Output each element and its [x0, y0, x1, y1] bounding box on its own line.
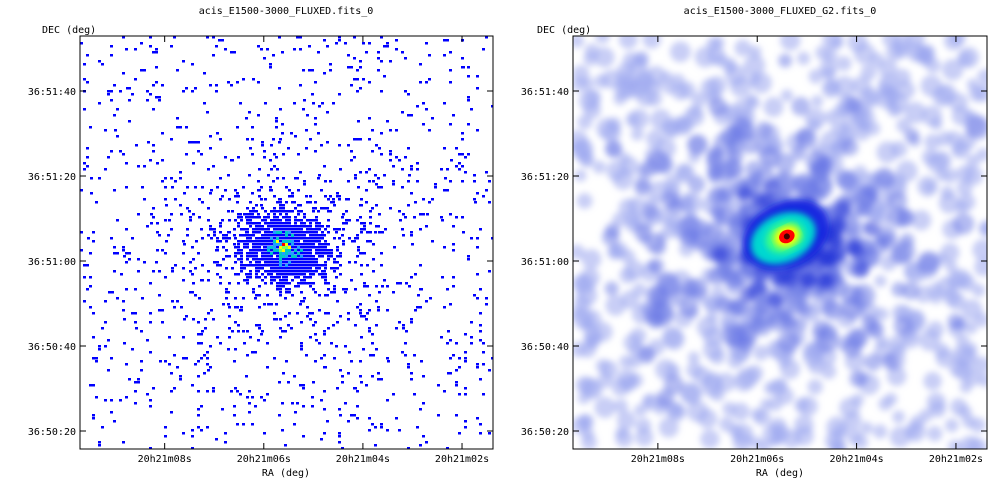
- left-ytick-label: 36:50:40: [28, 342, 76, 353]
- right-ytick-label: 36:51:20: [521, 172, 569, 183]
- left-xtick-label: 20h21m04s: [336, 454, 390, 465]
- left-panel: acis_E1500-3000_FLUXED.fits_0 DEC (deg) …: [28, 6, 494, 479]
- right-xtick-label: 20h21m08s: [631, 454, 685, 465]
- right-ytick-label: 36:50:40: [521, 342, 569, 353]
- right-xtick-label: 20h21m04s: [829, 454, 883, 465]
- left-panel-title: acis_E1500-3000_FLUXED.fits_0: [199, 6, 374, 17]
- left-xlabel: RA (deg): [262, 468, 310, 479]
- right-image: [573, 36, 987, 449]
- right-ytick-label: 36:51:00: [521, 257, 569, 268]
- left-ytick-label: 36:51:20: [28, 172, 76, 183]
- right-source-core: [743, 199, 829, 270]
- left-ytick-label: 36:50:20: [28, 427, 76, 438]
- right-plot-frame: [572, 35, 988, 450]
- left-plot-frame: [79, 35, 494, 450]
- right-ytick-label: 36:51:40: [521, 87, 569, 98]
- left-xtick-label: 20h21m08s: [138, 454, 192, 465]
- left-xtick-label: 20h21m02s: [435, 454, 489, 465]
- right-xtick-label: 20h21m02s: [929, 454, 983, 465]
- left-image: [80, 36, 493, 449]
- right-panel-title: acis_E1500-3000_FLUXED_G2.fits_0: [684, 6, 877, 17]
- left-xtick-label: 20h21m06s: [237, 454, 291, 465]
- right-panel: acis_E1500-3000_FLUXED_G2.fits_0 DEC (de…: [521, 6, 988, 479]
- right-xlabel: RA (deg): [756, 468, 804, 479]
- left-ytick-label: 36:51:00: [28, 257, 76, 268]
- right-ylabel: DEC (deg): [537, 25, 591, 36]
- right-ytick-label: 36:50:20: [521, 427, 569, 438]
- right-xtick-label: 20h21m06s: [730, 454, 784, 465]
- left-ylabel: DEC (deg): [42, 25, 96, 36]
- left-ytick-label: 36:51:40: [28, 87, 76, 98]
